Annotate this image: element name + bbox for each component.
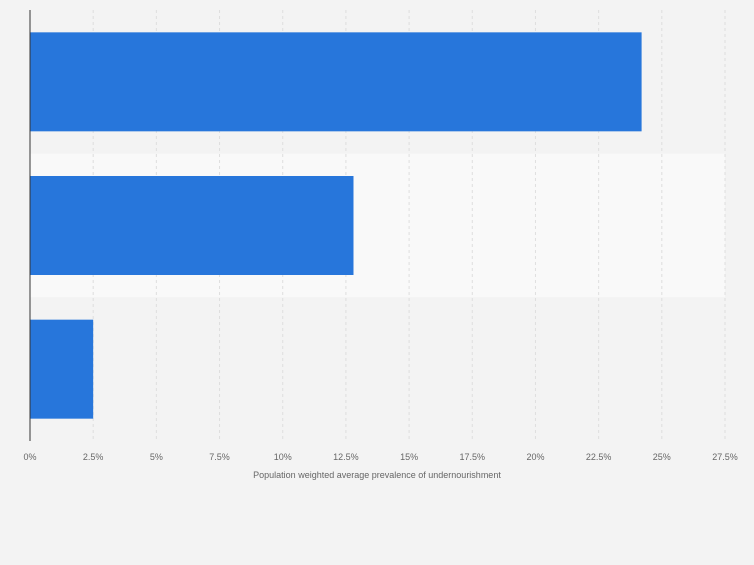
x-tick-label: 17.5% bbox=[460, 452, 486, 462]
x-tick-label: 2.5% bbox=[83, 452, 104, 462]
x-tick-label: 10% bbox=[274, 452, 292, 462]
x-tick-label: 5% bbox=[150, 452, 163, 462]
x-axis-label: Population weighted average prevalence o… bbox=[253, 470, 501, 480]
bar[interactable] bbox=[30, 319, 94, 419]
bar[interactable] bbox=[30, 176, 354, 275]
x-tick-label: 22.5% bbox=[586, 452, 612, 462]
x-tick-label: 25% bbox=[653, 452, 671, 462]
bars bbox=[30, 32, 642, 419]
x-tick-label: 12.5% bbox=[333, 452, 359, 462]
bar[interactable] bbox=[30, 32, 642, 132]
x-tick-label: 27.5% bbox=[712, 452, 738, 462]
x-tick-label: 20% bbox=[526, 452, 544, 462]
x-tick-label: 15% bbox=[400, 452, 418, 462]
row-band bbox=[30, 297, 725, 441]
x-tick-label: 7.5% bbox=[209, 452, 230, 462]
x-tick-labels: 0% 2.5% 5% 7.5% 10% 12.5% 15% 17.5% 20% 22.5% 25% 2… bbox=[23, 452, 737, 462]
x-tick-label: 0% bbox=[23, 452, 36, 462]
